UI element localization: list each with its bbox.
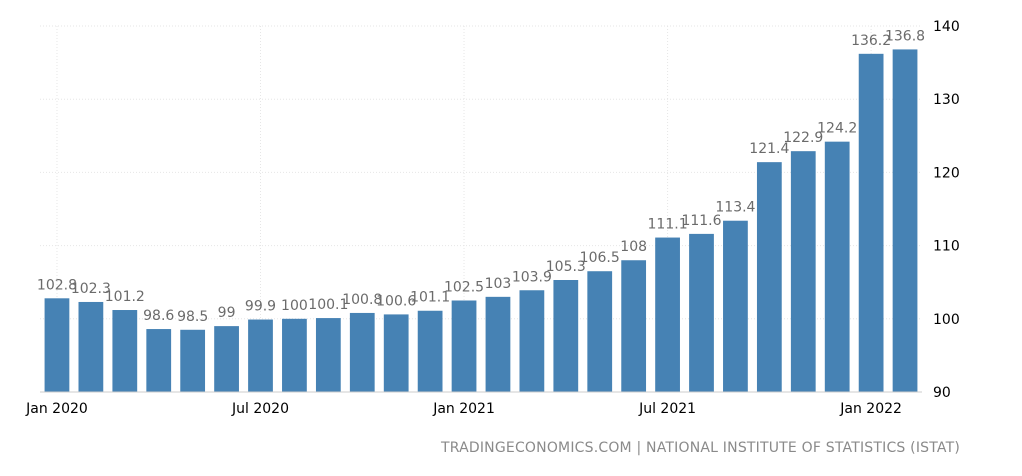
bar-1 [78,301,104,392]
bar-2 [112,310,138,392]
y-tick-label-2: 110 [933,239,960,255]
y-tick-label-4: 130 [933,92,960,108]
x-tick-label-2: Jan 2021 [432,401,495,417]
bar-15 [553,280,579,392]
data-label-4: 98.5 [177,309,208,325]
data-label-17: 108 [620,239,647,255]
data-label-3: 98.6 [143,308,174,324]
bar-4 [180,329,206,392]
x-tick-label-3: Jul 2021 [638,401,696,417]
y-tick-label-0: 90 [933,385,951,401]
data-label-16: 106.5 [580,250,620,266]
bar-24 [858,53,884,392]
y-tick-label-3: 120 [933,165,960,181]
data-label-25: 136.8 [885,28,925,44]
data-label-14: 103.9 [512,269,552,285]
data-label-21: 121.4 [749,141,789,157]
x-tick-label-4: Jan 2022 [839,401,902,417]
data-label-10: 100.6 [376,293,416,309]
bar-14 [519,290,545,392]
bar-0 [44,298,70,392]
bar-21 [756,162,782,392]
x-tick-label-0: Jan 2020 [25,401,88,417]
data-label-15: 105.3 [546,259,586,275]
bar-16 [587,271,613,392]
data-label-13: 103 [485,276,512,292]
data-label-18: 111.1 [648,217,688,233]
data-label-2: 101.2 [105,289,145,305]
data-label-6: 99.9 [245,299,276,315]
bar-6 [248,319,273,392]
bar-23 [824,141,850,392]
data-label-20: 113.4 [715,200,755,216]
data-label-0: 102.8 [37,277,77,293]
data-label-22: 122.9 [783,130,823,146]
y-axis-ticks: 90 100 110 120 130 140 [933,19,960,401]
bar-13 [485,296,511,392]
y-tick-label-5: 140 [933,19,960,35]
bar-7 [282,318,307,392]
grid-lines [40,25,922,392]
data-label-19: 111.6 [681,213,721,229]
data-label-12: 102.5 [444,280,484,296]
bars-group [44,49,918,392]
y-tick-label-1: 100 [933,312,960,328]
data-label-7: 100 [281,298,308,314]
bar-9 [349,312,375,392]
bar-5 [214,326,239,392]
x-tick-label-1: Jul 2020 [231,401,289,417]
bar-8 [315,318,341,392]
bar-19 [689,233,714,392]
data-label-5: 99 [218,305,236,321]
bar-25 [892,49,918,392]
data-label-8: 100.1 [308,297,348,313]
data-label-24: 136.2 [851,33,891,49]
bar-10 [383,314,409,392]
bar-22 [790,151,816,392]
data-label-1: 102.3 [71,281,111,297]
bar-17 [621,260,647,392]
bar-11 [417,310,443,392]
x-axis-ticks: Jan 2020 Jul 2020 Jan 2021 Jul 2021 Jan 2022 [25,401,902,417]
bar-18 [655,237,680,392]
data-label-23: 124.2 [817,121,857,137]
data-label-9: 100.8 [342,292,382,308]
bar-3 [146,329,172,392]
data-label-11: 101.1 [410,290,450,306]
bar-12 [451,300,477,392]
source-credit: TRADINGECONOMICS.COM | NATIONAL INSTITUT… [440,440,960,456]
bar-20 [723,220,748,392]
